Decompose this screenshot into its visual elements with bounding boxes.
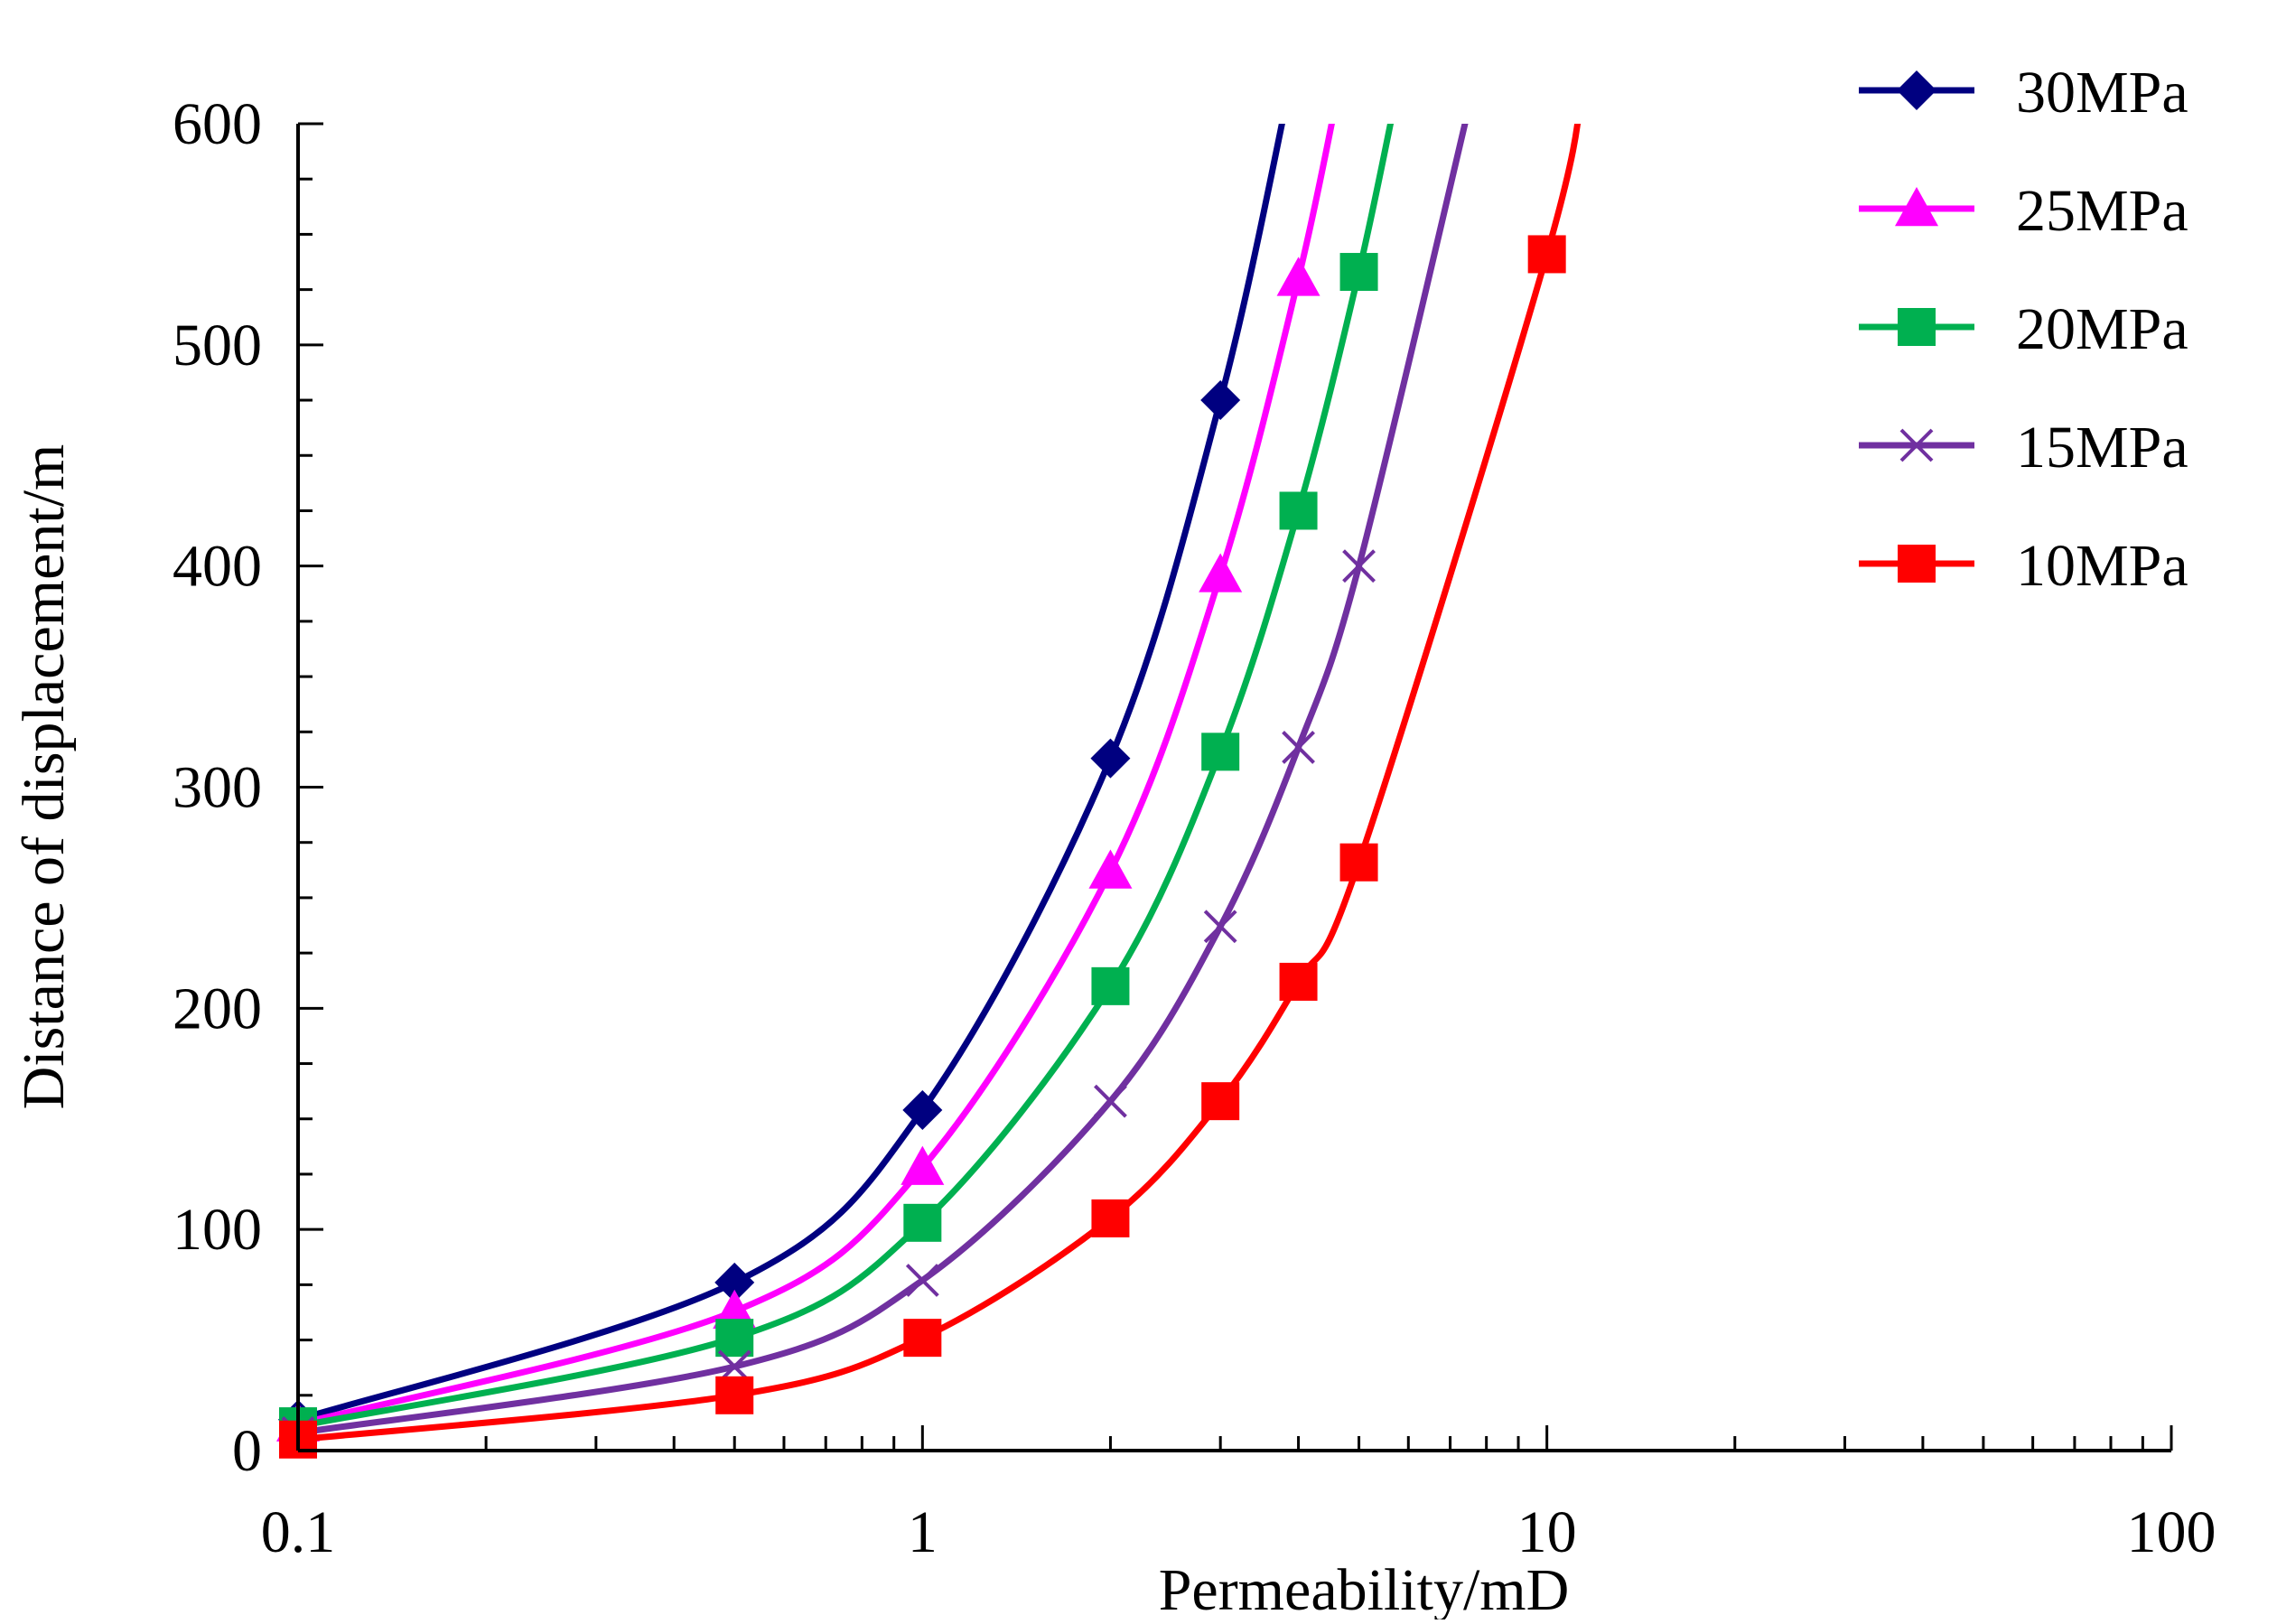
y-tick-label: 100 — [173, 1197, 262, 1263]
legend-label: 20MPa — [2016, 296, 2188, 362]
data-point — [714, 1262, 755, 1302]
data-point — [715, 1319, 754, 1358]
series-layer — [276, 124, 1582, 1459]
legend-swatch-marker — [1898, 308, 1936, 346]
data-point — [1339, 843, 1378, 882]
data-point — [1199, 553, 1243, 593]
legend-item: 25MPa — [1859, 178, 2188, 244]
series-30MPa — [278, 124, 1285, 1440]
legend-item: 30MPa — [1859, 60, 2188, 126]
data-point — [1094, 1084, 1127, 1118]
data-point — [1201, 733, 1240, 771]
data-point — [1088, 849, 1133, 889]
x-tick-label: 1 — [908, 1499, 938, 1565]
data-point — [715, 1376, 754, 1414]
y-tick-label: 500 — [173, 313, 262, 378]
legend-swatch-marker — [1897, 70, 1936, 110]
series-10MPa — [279, 124, 1582, 1459]
data-point — [1342, 549, 1376, 583]
data-point — [1090, 738, 1131, 779]
data-point — [1200, 380, 1241, 421]
data-point — [1276, 257, 1320, 296]
data-point — [905, 1264, 939, 1297]
data-point — [1279, 962, 1318, 1001]
x-tick-label: 0.1 — [261, 1499, 336, 1565]
data-point — [1203, 910, 1237, 944]
data-point — [1091, 966, 1130, 1005]
legend-label: 30MPa — [2016, 60, 2188, 126]
x-tick-label: 10 — [1517, 1499, 1577, 1565]
series-line — [298, 124, 1285, 1423]
legend-item: 10MPa — [1859, 533, 2188, 599]
legend-swatch-marker — [1895, 187, 1938, 227]
data-point — [1201, 1082, 1240, 1121]
legend-item: 15MPa — [1859, 415, 2188, 481]
data-point — [1282, 731, 1315, 764]
data-point — [1527, 235, 1566, 274]
legend-label: 10MPa — [2016, 533, 2188, 599]
legend-swatch-marker — [1898, 545, 1936, 583]
y-tick-label: 600 — [173, 91, 262, 157]
data-point — [1091, 1199, 1130, 1237]
data-point — [901, 1145, 945, 1185]
x-tick-label: 100 — [2127, 1499, 2216, 1565]
series-15MPa — [281, 124, 1469, 1450]
y-axis-title: Distance of displacement/m — [11, 444, 77, 1110]
series-20MPa — [279, 124, 1395, 1446]
legend: 30MPa 25MPa 20MPa 15MPa 10MPa — [1859, 60, 2188, 599]
y-tick-label: 200 — [173, 975, 262, 1041]
data-point — [902, 1089, 943, 1130]
y-tick-label: 400 — [173, 534, 262, 600]
series-line — [298, 124, 1469, 1436]
y-tick-label: 0 — [232, 1418, 262, 1484]
series-line — [298, 124, 1335, 1428]
legend-swatch-marker — [1899, 428, 1934, 462]
data-point — [1279, 491, 1318, 530]
axes-layer: 0 100 200 300 400 500 600 0.1 1 10 100 — [173, 91, 2216, 1565]
legend-item: 20MPa — [1859, 296, 2188, 362]
y-tick-label: 300 — [173, 755, 262, 821]
data-point — [903, 1203, 942, 1242]
data-point — [1339, 253, 1378, 292]
legend-label: 25MPa — [2016, 178, 2188, 244]
data-point — [903, 1319, 942, 1358]
legend-label: 15MPa — [2016, 415, 2188, 481]
x-axis-title: Permeability/mD — [1159, 1557, 1570, 1619]
